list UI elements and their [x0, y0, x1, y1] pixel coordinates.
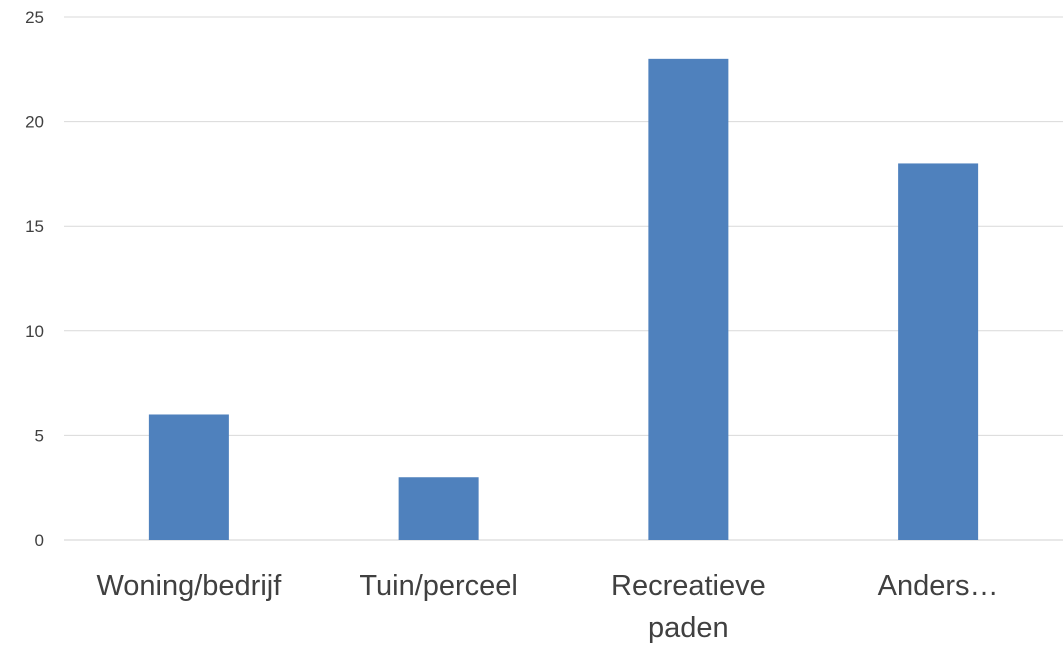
y-tick-label: 20	[25, 113, 44, 132]
bar	[148, 414, 229, 540]
bar	[648, 58, 729, 541]
x-tick-label: Anders…	[878, 570, 999, 602]
x-tick-label: Woning/bedrijf	[96, 570, 282, 602]
bar	[398, 477, 479, 540]
y-tick-label: 5	[35, 426, 44, 445]
y-tick-label: 25	[25, 8, 44, 27]
bars	[148, 58, 979, 541]
bar	[898, 163, 979, 540]
y-axis-tick-labels: 0 5 10 15 20 25	[25, 8, 44, 550]
x-axis-tick-labels: Woning/bedrijf Tuin/perceel Recreatieve pad…	[96, 570, 998, 644]
x-tick-label: Recreatieve paden	[611, 570, 766, 644]
x-tick-label-line: Tuin/perceel	[359, 570, 518, 602]
x-tick-label-line: Anders…	[878, 570, 999, 602]
y-tick-label: 0	[35, 531, 44, 550]
gridlines	[64, 16, 1063, 541]
y-tick-label: 10	[25, 322, 44, 341]
x-tick-label-line: Recreatieve	[611, 570, 766, 602]
y-tick-label: 15	[25, 217, 44, 236]
x-tick-label-line: Woning/bedrijf	[96, 570, 282, 602]
x-tick-label: Tuin/perceel	[359, 570, 518, 602]
x-tick-label-line: paden	[648, 612, 729, 644]
